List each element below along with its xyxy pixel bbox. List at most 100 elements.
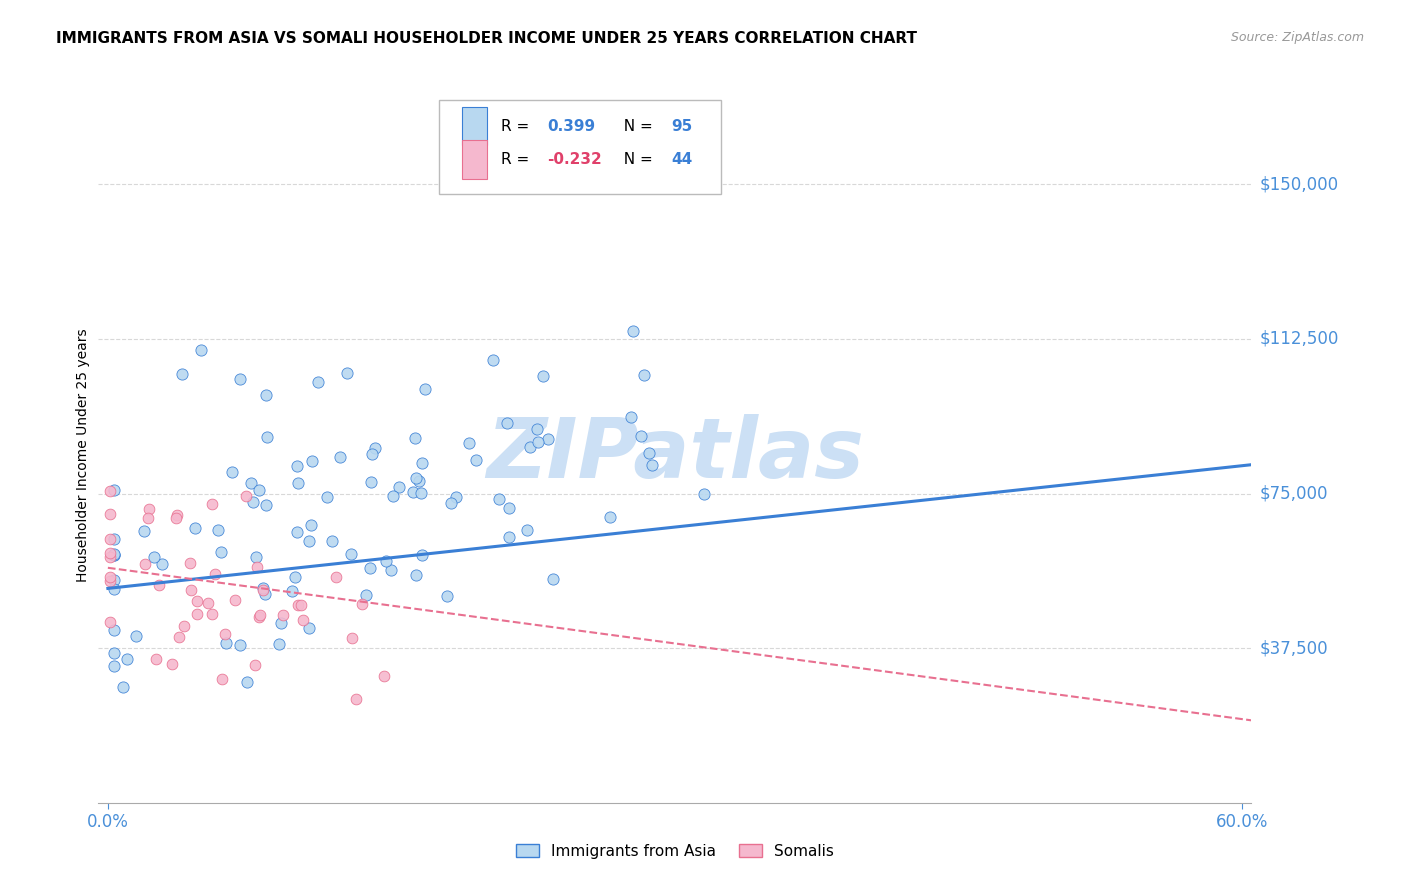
- Point: [292, 613, 315, 627]
- Text: Source: ZipAtlas.com: Source: ZipAtlas.com: [1230, 31, 1364, 45]
- Point: [599, 510, 621, 524]
- Point: [360, 475, 382, 489]
- Point: [111, 680, 134, 694]
- FancyBboxPatch shape: [439, 100, 721, 194]
- Point: [285, 459, 308, 474]
- Point: [167, 631, 190, 645]
- Point: [290, 598, 312, 612]
- Point: [98, 615, 121, 629]
- Point: [405, 568, 427, 582]
- Text: $150,000: $150,000: [1260, 176, 1339, 194]
- Point: [197, 596, 219, 610]
- Point: [344, 692, 367, 706]
- Text: R =: R =: [501, 119, 534, 134]
- Point: [138, 501, 160, 516]
- Text: $37,500: $37,500: [1260, 640, 1329, 657]
- Point: [465, 453, 488, 467]
- Point: [252, 583, 274, 598]
- Point: [342, 632, 364, 646]
- Point: [204, 566, 226, 581]
- Point: [285, 525, 308, 540]
- Point: [224, 593, 246, 607]
- Point: [103, 549, 125, 563]
- Point: [373, 669, 395, 683]
- Y-axis label: Householder Income Under 25 years: Householder Income Under 25 years: [76, 328, 90, 582]
- Point: [641, 458, 664, 472]
- Point: [413, 382, 436, 396]
- Point: [103, 624, 125, 638]
- Text: $75,000: $75,000: [1260, 484, 1329, 502]
- Point: [201, 607, 224, 622]
- Text: R =: R =: [501, 152, 534, 167]
- Text: ZIPatlas: ZIPatlas: [486, 415, 863, 495]
- Point: [98, 574, 121, 588]
- Point: [136, 510, 159, 524]
- Point: [103, 646, 125, 660]
- Point: [280, 583, 302, 598]
- Point: [496, 416, 519, 430]
- Point: [531, 369, 554, 384]
- Point: [98, 550, 121, 565]
- Point: [252, 582, 274, 596]
- Point: [498, 530, 520, 544]
- Point: [98, 532, 121, 546]
- FancyBboxPatch shape: [461, 140, 486, 178]
- Text: IMMIGRANTS FROM ASIA VS SOMALI HOUSEHOLDER INCOME UNDER 25 YEARS CORRELATION CHA: IMMIGRANTS FROM ASIA VS SOMALI HOUSEHOLD…: [56, 31, 917, 46]
- Point: [273, 607, 295, 622]
- Point: [170, 367, 193, 381]
- Point: [526, 422, 548, 436]
- Point: [270, 615, 292, 630]
- Point: [284, 570, 307, 584]
- Point: [356, 588, 378, 602]
- Point: [103, 533, 125, 547]
- Point: [408, 474, 430, 488]
- Point: [179, 556, 201, 570]
- Point: [404, 431, 426, 445]
- Point: [186, 607, 208, 621]
- Point: [245, 549, 267, 564]
- Point: [488, 492, 510, 507]
- Point: [543, 572, 565, 586]
- Point: [380, 563, 402, 577]
- Point: [411, 456, 433, 470]
- Point: [180, 583, 202, 598]
- Point: [247, 483, 270, 497]
- Point: [308, 376, 330, 390]
- Point: [439, 496, 461, 510]
- Point: [229, 372, 252, 386]
- Point: [254, 388, 277, 402]
- Point: [633, 368, 655, 382]
- Point: [214, 636, 236, 650]
- Point: [329, 450, 352, 464]
- Point: [98, 570, 121, 584]
- Point: [103, 659, 125, 673]
- Point: [516, 523, 538, 537]
- Point: [242, 495, 264, 509]
- Text: N =: N =: [614, 119, 658, 134]
- Point: [638, 445, 661, 459]
- Text: 44: 44: [672, 152, 693, 167]
- Point: [142, 549, 165, 564]
- Point: [444, 490, 467, 504]
- Point: [249, 607, 271, 622]
- Point: [98, 546, 121, 560]
- Point: [405, 471, 427, 485]
- Point: [148, 578, 170, 592]
- Point: [160, 657, 183, 671]
- Point: [247, 610, 270, 624]
- FancyBboxPatch shape: [461, 107, 486, 145]
- Point: [482, 353, 505, 368]
- Point: [236, 675, 259, 690]
- Point: [150, 557, 173, 571]
- Point: [298, 533, 321, 548]
- Point: [201, 497, 224, 511]
- Point: [117, 652, 139, 666]
- Point: [254, 498, 277, 512]
- Point: [173, 619, 195, 633]
- Point: [527, 434, 550, 449]
- Point: [209, 545, 232, 559]
- Point: [325, 570, 347, 584]
- Point: [361, 447, 384, 461]
- Point: [103, 582, 125, 596]
- Point: [409, 486, 432, 500]
